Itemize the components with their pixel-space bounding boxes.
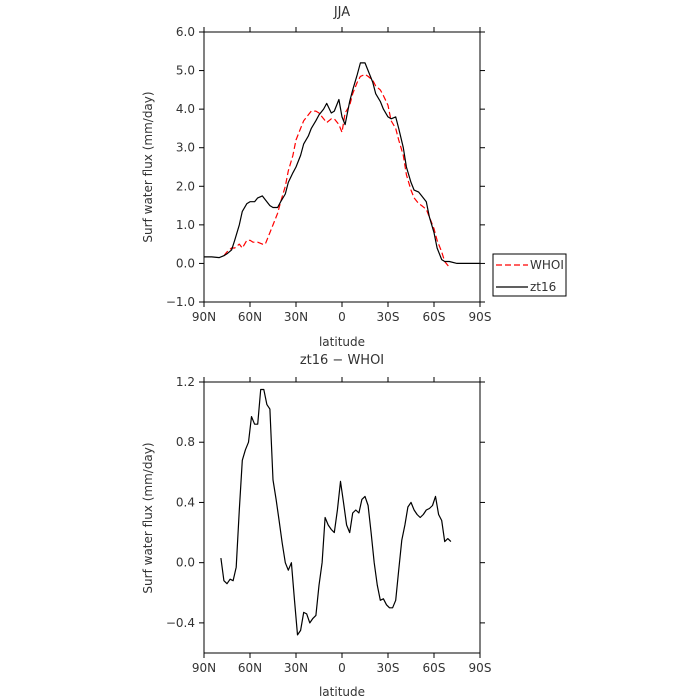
bottom-x-axis-label: latitude [319, 685, 365, 699]
bottom-x-tick-label: 90S [469, 661, 492, 675]
top-plot-frame [203, 31, 481, 303]
top-x-tick-label: 60S [423, 310, 446, 324]
bottom-y-axis-label: Surf water flux (mm/day) [141, 442, 155, 593]
bottom-y-tick-label: 1.2 [176, 375, 195, 389]
top-x-tick-label: 90N [192, 310, 216, 324]
bottom-y-tick-label: −0.4 [166, 616, 195, 630]
top-x-axis: 90N 60N 30N 0 30S 60S 90S [192, 27, 492, 324]
bottom-y-tick-label: 0.8 [176, 435, 195, 449]
bottom-series-line-0 [220, 388, 452, 636]
bottom-x-tick-label: 60S [423, 661, 446, 675]
top-y-tick-label: 2.0 [176, 179, 195, 193]
top-y-tick-label: 6.0 [176, 25, 195, 39]
top-y-tick-label: 5.0 [176, 64, 195, 78]
top-y-tick-label: 0.0 [176, 256, 195, 270]
bottom-title: zt16 − WHOI [300, 353, 384, 368]
bottom-y-tick-label: 0.0 [176, 556, 195, 570]
top-x-tick-label: 60N [238, 310, 262, 324]
top-y-axis-label: Surf water flux (mm/day) [141, 91, 155, 242]
top-y-tick-label: −1.0 [166, 295, 195, 309]
bottom-x-tick-label: 0 [338, 661, 346, 675]
bottom-x-tick-label: 60N [238, 661, 262, 675]
top-x-tick-label: 0 [338, 310, 346, 324]
bottom-x-tick-label: 90N [192, 661, 216, 675]
bottom-plot-area [220, 388, 452, 636]
top-panel: JJA −1.0 0.0 1.0 2.0 3.0 4.0 5.0 6.0 90N 60N 30N 0… [141, 5, 567, 349]
bottom-x-tick-label: 30N [284, 661, 308, 675]
bottom-panel: zt16 − WHOI −0.4 0.0 0.4 0.8 1.2 90N 60N 30N 0 3… [141, 353, 491, 699]
top-title: JJA [333, 5, 350, 20]
top-y-axis: −1.0 0.0 1.0 2.0 3.0 4.0 5.0 6.0 [166, 25, 485, 309]
top-y-tick-label: 4.0 [176, 102, 195, 116]
top-y-tick-label: 3.0 [176, 141, 195, 155]
top-plot-area [204, 62, 480, 268]
top-series-line-whoi [223, 73, 450, 268]
top-series-line-zt16 [204, 62, 480, 264]
top-x-tick-label: 30N [284, 310, 308, 324]
bottom-x-tick-label: 30S [377, 661, 400, 675]
legend-box [492, 253, 567, 297]
legend: WHOI zt16 [492, 253, 567, 297]
top-x-axis-label: latitude [319, 335, 365, 349]
bottom-x-axis: 90N 60N 30N 0 30S 60S 90S [192, 377, 492, 675]
top-x-tick-label: 90S [469, 310, 492, 324]
top-x-tick-label: 30S [377, 310, 400, 324]
top-y-tick-label: 1.0 [176, 218, 195, 232]
legend-label-whoi: WHOI [530, 258, 564, 272]
bottom-plot-frame [203, 381, 481, 654]
bottom-y-axis: −0.4 0.0 0.4 0.8 1.2 [166, 375, 485, 630]
bottom-y-tick-label: 0.4 [176, 495, 195, 509]
legend-label-zt16: zt16 [530, 280, 556, 294]
